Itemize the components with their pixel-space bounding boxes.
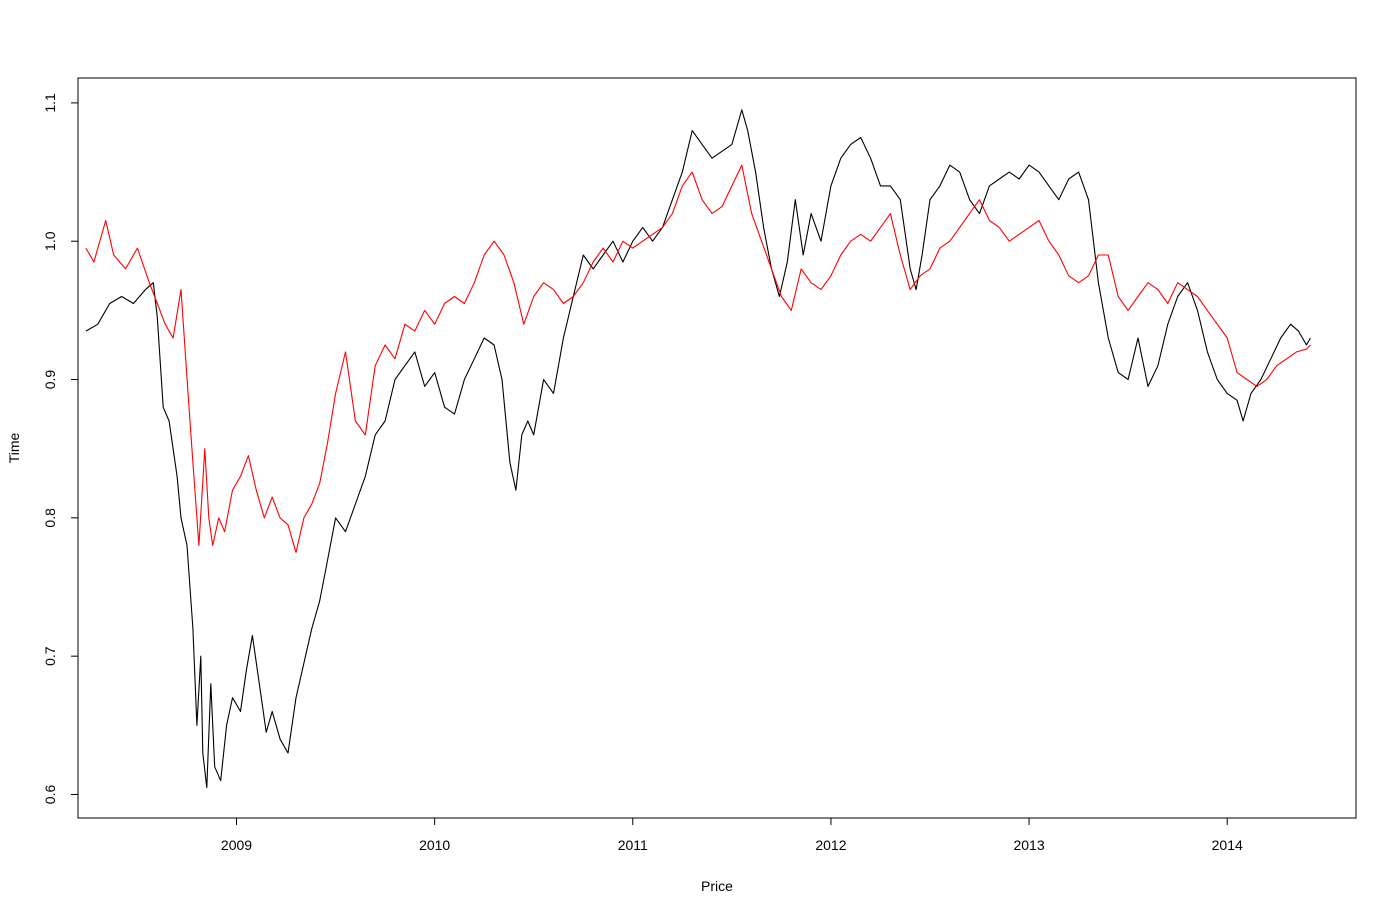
series-line-2 — [85, 164, 1311, 553]
y-axis: 0.6 0.7 0.8 0.9 1.0 1.1 — [42, 93, 79, 805]
y-tick-label: 0.8 — [42, 508, 58, 528]
plot-frame — [77, 77, 1357, 819]
y-tick-label: 0.7 — [42, 646, 58, 666]
x-axis-label: Price — [701, 878, 733, 894]
x-tick-label: 2011 — [618, 837, 648, 853]
x-axis: 2009 2010 2011 2012 2013 2014 — [221, 817, 1243, 853]
y-tick-label: 1.0 — [42, 231, 58, 251]
x-tick-label: 2010 — [419, 837, 450, 853]
x-tick-label: 2012 — [815, 837, 846, 853]
x-tick-label: 2009 — [221, 837, 252, 853]
x-tick-label: 2014 — [1212, 837, 1243, 853]
y-tick-label: 0.9 — [42, 370, 58, 390]
y-axis-label: Time — [6, 432, 22, 463]
y-tick-label: 0.6 — [42, 785, 58, 805]
y-tick-label: 1.1 — [42, 93, 58, 113]
series-layer — [85, 109, 1311, 789]
x-tick-label: 2013 — [1013, 837, 1044, 853]
series-line-1 — [85, 109, 1311, 789]
